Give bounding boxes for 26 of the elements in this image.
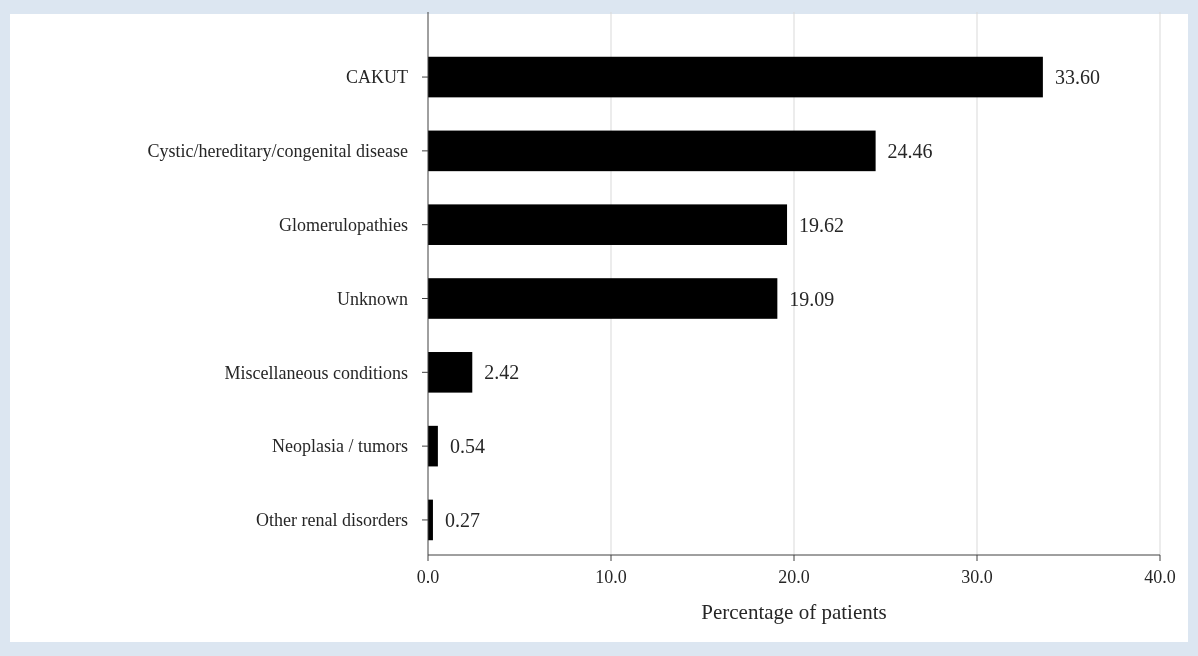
x-tick-label: 0.0	[416, 567, 440, 587]
y-tick-label: Cystic/hereditary/congenital disease	[147, 141, 408, 162]
y-tick-label: Neoplasia / tumors	[272, 436, 408, 457]
x-tick-label: 40.0	[1144, 567, 1176, 587]
x-axis-title: Percentage of patients	[701, 600, 887, 624]
bar	[428, 130, 876, 172]
data-label: 2.42	[484, 361, 520, 384]
x-tick-label: 20.0	[778, 567, 810, 587]
y-tick-label: Glomerulopathies	[279, 214, 408, 235]
bar	[428, 56, 1043, 98]
y-tick-label: CAKUT	[346, 67, 408, 88]
data-label: 33.60	[1054, 66, 1100, 89]
bar	[428, 204, 788, 245]
data-label: 0.27	[444, 508, 480, 531]
data-label: 24.46	[887, 139, 933, 162]
y-tick-label: Miscellaneous conditions	[224, 362, 408, 383]
x-tick-label: 10.0	[595, 567, 627, 587]
data-label: 0.54	[449, 435, 485, 458]
y-tick-label: Unknown	[337, 288, 408, 309]
bar	[428, 352, 473, 393]
bar	[428, 425, 438, 467]
data-label: 19.62	[799, 213, 845, 236]
y-tick-label: Other renal disorders	[256, 510, 408, 531]
data-label: 19.09	[789, 287, 835, 310]
bar	[428, 278, 778, 319]
x-tick-label: 30.0	[961, 567, 993, 587]
